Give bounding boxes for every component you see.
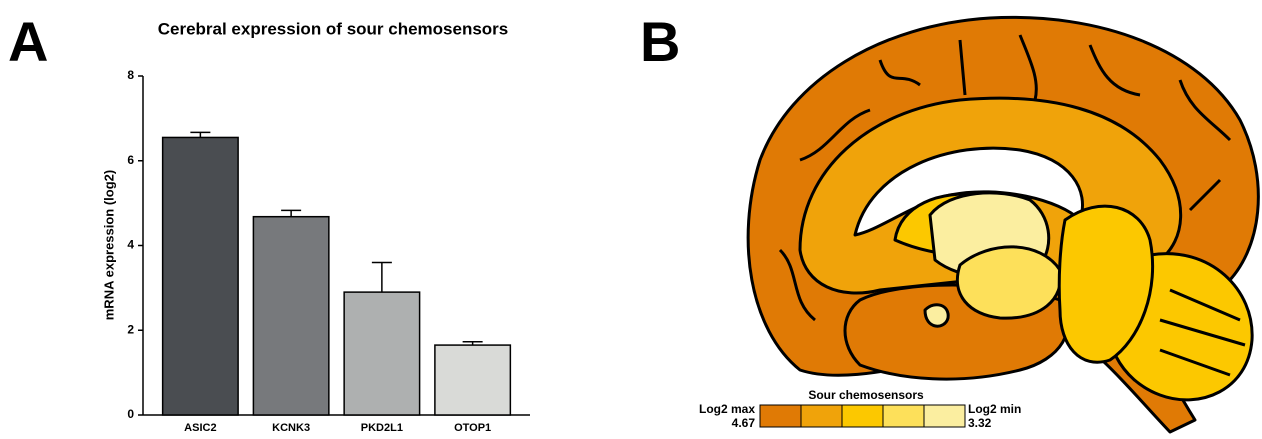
y-tick-label: 0 [127,407,134,421]
x-tick-label: KCNK3 [272,422,310,434]
panel-label: A [8,10,48,73]
color-scale [760,405,965,427]
color-swatch [801,405,842,427]
bar [435,345,510,415]
color-swatch [883,405,924,427]
y-tick-label: 2 [127,322,134,336]
y-tick-label: 4 [127,238,134,252]
figure: A Cerebral expression of sour chemosenso… [0,0,1262,439]
bar [344,292,419,415]
brain-diagram [748,17,1258,432]
x-tick-label: OTOP1 [454,422,491,434]
chart-title: Cerebral expression of sour chemosensors [158,19,509,38]
bar [163,137,238,415]
legend-title: Sour chemosensors [808,388,924,402]
color-swatch [760,405,801,427]
legend-min-label: Log2 min [968,402,1021,416]
bar [253,217,328,415]
y-tick-label: 6 [127,153,134,167]
x-tick-label: PKD2L1 [361,422,403,434]
x-tick-label: ASIC2 [184,422,216,434]
color-swatch [924,405,965,427]
y-tick-label: 8 [127,68,134,82]
legend-max-value: 4.67 [732,416,756,430]
pituitary [925,305,948,326]
legend-max-label: Log2 max [699,402,755,416]
y-axis-label: mRNA expression (log2) [101,170,116,321]
color-swatch [842,405,883,427]
hypothalamus [957,247,1060,318]
legend-min-value: 3.32 [968,416,992,430]
panel-label: B [640,10,680,73]
